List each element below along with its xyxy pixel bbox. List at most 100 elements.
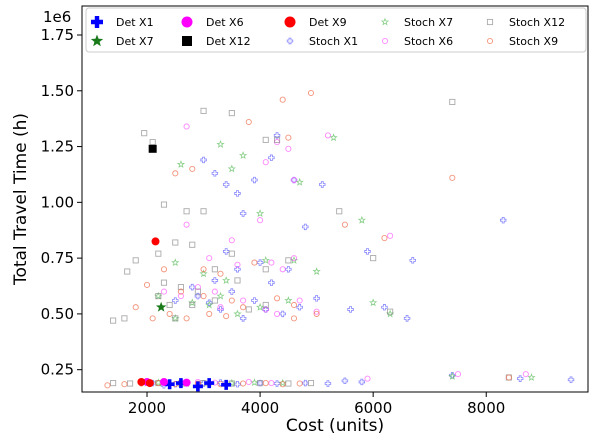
point-stoch-x6 bbox=[364, 375, 371, 382]
point-stoch-x6 bbox=[296, 297, 303, 304]
legend-item: Stoch X12 bbox=[486, 16, 565, 29]
legend-label: Det X12 bbox=[206, 35, 251, 48]
point-stoch-x1 bbox=[567, 376, 575, 383]
point-stoch-x9 bbox=[307, 89, 315, 97]
point-stoch-x9 bbox=[313, 310, 320, 317]
point-stoch-x7 bbox=[255, 209, 265, 218]
point-stoch-x6 bbox=[183, 123, 190, 130]
point-stoch-x1 bbox=[409, 257, 416, 264]
point-stoch-x12 bbox=[160, 279, 168, 286]
point-stoch-x7 bbox=[527, 373, 536, 382]
point-stoch-x12 bbox=[141, 130, 148, 137]
point-stoch-x1 bbox=[499, 216, 507, 224]
point-stoch-x7 bbox=[329, 133, 338, 142]
point-stoch-x6 bbox=[177, 293, 184, 300]
point-stoch-x9 bbox=[279, 96, 286, 103]
point-stoch-x12 bbox=[245, 306, 252, 313]
point-stoch-x1 bbox=[189, 283, 196, 291]
point-stoch-x6 bbox=[274, 310, 281, 317]
legend-label: Det X7 bbox=[116, 35, 154, 48]
point-stoch-x6 bbox=[522, 371, 529, 378]
point-stoch-x1 bbox=[211, 170, 219, 177]
point-det-x1 bbox=[164, 379, 175, 390]
point-stoch-x7 bbox=[385, 309, 395, 318]
point-stoch-x12 bbox=[189, 241, 196, 248]
legend-item: Det X7 bbox=[90, 34, 154, 48]
y-tick-label: 0.75 bbox=[41, 249, 74, 267]
legend-item: Det X12 bbox=[182, 35, 251, 48]
point-stoch-x12 bbox=[200, 107, 207, 114]
point-stoch-x6 bbox=[206, 255, 213, 262]
point-stoch-x9 bbox=[449, 174, 456, 181]
point-stoch-x12 bbox=[127, 380, 134, 387]
legend-box bbox=[85, 7, 587, 53]
point-stoch-x9 bbox=[262, 380, 269, 387]
point-stoch-x6 bbox=[285, 145, 292, 152]
point-stoch-x1 bbox=[364, 248, 371, 255]
point-stoch-x7 bbox=[255, 302, 265, 311]
point-stoch-x12 bbox=[189, 301, 196, 309]
point-stoch-x12 bbox=[307, 380, 315, 387]
point-stoch-x1 bbox=[302, 223, 309, 231]
y-tick-label: 1.25 bbox=[41, 138, 74, 156]
point-stoch-x12 bbox=[234, 277, 241, 284]
legend-marker bbox=[286, 37, 294, 45]
point-stoch-x1 bbox=[296, 304, 303, 311]
point-stoch-x12 bbox=[449, 98, 456, 105]
x-tick-label: 8000 bbox=[467, 399, 505, 417]
point-stoch-x9 bbox=[206, 310, 213, 317]
point-stoch-x12 bbox=[149, 139, 156, 146]
legend-item: Det X9 bbox=[284, 16, 347, 29]
point-stoch-x12 bbox=[211, 266, 218, 273]
point-stoch-x6 bbox=[290, 176, 298, 184]
point-stoch-x12 bbox=[194, 288, 201, 295]
point-stoch-x12 bbox=[228, 250, 235, 257]
point-stoch-x12 bbox=[336, 208, 343, 215]
legend-item: Stoch X9 bbox=[486, 35, 558, 48]
point-stoch-x9 bbox=[200, 266, 207, 273]
point-stoch-x1 bbox=[251, 297, 258, 304]
point-stoch-x12 bbox=[274, 136, 281, 143]
point-stoch-x1 bbox=[268, 279, 275, 286]
point-stoch-x6 bbox=[245, 378, 252, 386]
point-stoch-x1 bbox=[449, 372, 456, 379]
point-stoch-x12 bbox=[177, 284, 184, 291]
point-stoch-x6 bbox=[234, 261, 241, 268]
point-stoch-x6 bbox=[324, 132, 331, 139]
point-stoch-x1 bbox=[516, 375, 524, 382]
point-stoch-x7 bbox=[284, 296, 293, 305]
point-stoch-x6 bbox=[313, 308, 320, 315]
point-stoch-x7 bbox=[448, 372, 457, 380]
y-tick-label: 0.25 bbox=[41, 361, 74, 379]
point-stoch-x7 bbox=[357, 215, 366, 224]
point-stoch-x9 bbox=[290, 301, 298, 309]
point-stoch-x7 bbox=[261, 256, 270, 264]
point-stoch-x7 bbox=[250, 378, 259, 387]
point-stoch-x1 bbox=[256, 259, 264, 266]
point-stoch-x12 bbox=[228, 110, 235, 117]
x-axis-label: Cost (units) bbox=[286, 416, 384, 436]
legend-marker bbox=[182, 36, 192, 46]
point-stoch-x1 bbox=[256, 379, 264, 387]
point-det-x1 bbox=[175, 378, 186, 389]
point-stoch-x7 bbox=[205, 300, 214, 309]
point-stoch-x9 bbox=[228, 297, 235, 304]
point-stoch-x1 bbox=[239, 210, 247, 217]
point-stoch-x6 bbox=[387, 232, 394, 239]
point-stoch-x12 bbox=[285, 380, 292, 387]
point-stoch-x1 bbox=[341, 377, 349, 385]
point-stoch-x1 bbox=[239, 315, 247, 322]
legend-marker bbox=[381, 37, 389, 45]
point-stoch-x6 bbox=[211, 288, 218, 295]
point-stoch-x9 bbox=[132, 304, 139, 311]
point-stoch-x1 bbox=[234, 190, 241, 197]
point-stoch-x9 bbox=[251, 259, 258, 266]
point-stoch-x1 bbox=[200, 156, 207, 164]
legend-marker bbox=[486, 18, 494, 26]
point-stoch-x12 bbox=[155, 293, 162, 300]
point-stoch-x7 bbox=[199, 269, 208, 278]
point-stoch-x1 bbox=[222, 181, 230, 188]
point-stoch-x1 bbox=[381, 304, 388, 311]
point-stoch-x6 bbox=[228, 237, 235, 244]
point-stoch-x6 bbox=[262, 306, 269, 313]
